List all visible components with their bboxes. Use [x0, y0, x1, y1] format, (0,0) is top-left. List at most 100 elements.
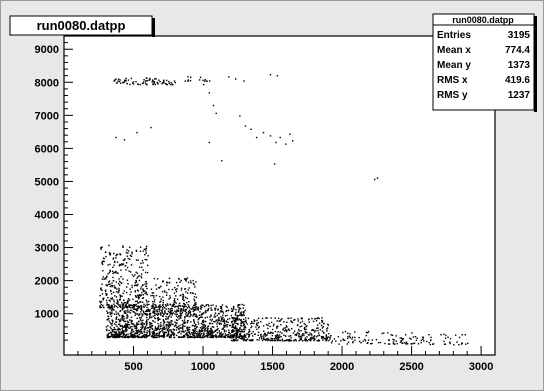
data-point — [274, 340, 276, 342]
data-point — [260, 334, 262, 336]
data-point — [230, 310, 233, 312]
data-point — [154, 326, 157, 328]
data-point — [195, 309, 197, 311]
data-point — [220, 334, 223, 336]
data-point — [201, 323, 204, 326]
data-point-outlier — [123, 139, 126, 141]
data-point — [120, 82, 122, 84]
data-point — [154, 336, 156, 339]
data-point — [160, 313, 162, 316]
data-point — [113, 309, 115, 311]
data-point — [118, 280, 121, 283]
data-point — [243, 336, 245, 338]
data-point — [167, 327, 169, 330]
data-point — [134, 304, 136, 307]
data-point — [143, 303, 145, 305]
data-point — [124, 80, 126, 82]
data-point — [123, 310, 125, 312]
data-point — [130, 321, 132, 323]
data-point — [179, 312, 181, 314]
data-point — [165, 308, 167, 310]
data-point — [135, 329, 137, 332]
data-point — [102, 260, 104, 262]
data-point — [245, 321, 247, 324]
data-point — [140, 330, 143, 333]
data-point — [116, 299, 118, 301]
data-point — [393, 339, 395, 341]
data-point — [202, 332, 205, 335]
data-point — [240, 311, 242, 313]
data-point — [225, 305, 227, 307]
data-point — [238, 329, 240, 331]
data-point — [303, 334, 305, 337]
data-point — [208, 305, 210, 307]
data-point — [145, 299, 148, 301]
data-point — [287, 340, 289, 342]
data-point — [286, 326, 288, 328]
data-point — [289, 340, 291, 342]
data-point — [139, 295, 141, 297]
data-point — [133, 275, 135, 278]
data-point — [148, 326, 151, 328]
data-point — [173, 336, 175, 339]
data-point — [117, 302, 119, 304]
data-point — [107, 273, 109, 275]
data-point — [178, 304, 180, 306]
data-point — [405, 334, 407, 336]
data-point — [158, 79, 160, 81]
data-point — [132, 328, 134, 331]
data-point — [168, 333, 170, 336]
data-point — [281, 318, 283, 320]
data-point — [323, 322, 325, 325]
data-point — [180, 314, 183, 316]
data-point — [142, 290, 145, 292]
data-point — [140, 307, 143, 309]
data-point — [158, 329, 161, 331]
data-point — [163, 79, 165, 81]
data-point — [119, 284, 121, 286]
data-point — [111, 309, 113, 311]
data-point — [205, 305, 207, 307]
data-point — [140, 308, 142, 310]
data-point — [210, 333, 212, 335]
data-point — [143, 334, 145, 336]
data-point — [101, 278, 104, 280]
data-point — [177, 336, 180, 338]
data-point — [142, 305, 145, 308]
data-point — [151, 292, 153, 294]
data-point — [131, 251, 133, 253]
data-point — [158, 334, 160, 337]
data-point — [165, 318, 167, 320]
data-point — [182, 295, 185, 297]
data-point — [113, 260, 116, 263]
data-point — [145, 248, 147, 250]
data-point — [170, 311, 172, 313]
data-point — [119, 263, 121, 266]
data-point — [182, 324, 184, 327]
data-point — [114, 328, 116, 331]
data-point — [124, 265, 127, 267]
data-point — [204, 311, 207, 313]
data-point — [198, 336, 200, 339]
data-point — [194, 286, 196, 288]
data-point — [267, 327, 269, 330]
data-point — [194, 293, 197, 295]
stats-label-rms-x: RMS x — [437, 75, 468, 86]
data-point — [136, 309, 139, 311]
data-point — [142, 294, 145, 296]
data-point — [243, 328, 245, 331]
data-point — [239, 304, 241, 306]
data-point — [136, 330, 138, 333]
data-point — [110, 328, 112, 330]
data-point — [166, 312, 169, 315]
data-point — [175, 306, 177, 308]
data-point — [138, 313, 140, 316]
data-point — [168, 277, 171, 279]
data-point — [151, 328, 154, 330]
data-point — [195, 328, 197, 330]
data-point — [274, 317, 276, 319]
data-point-outlier — [221, 160, 223, 162]
data-point — [154, 311, 156, 313]
data-point — [235, 332, 237, 334]
data-point — [153, 81, 156, 83]
